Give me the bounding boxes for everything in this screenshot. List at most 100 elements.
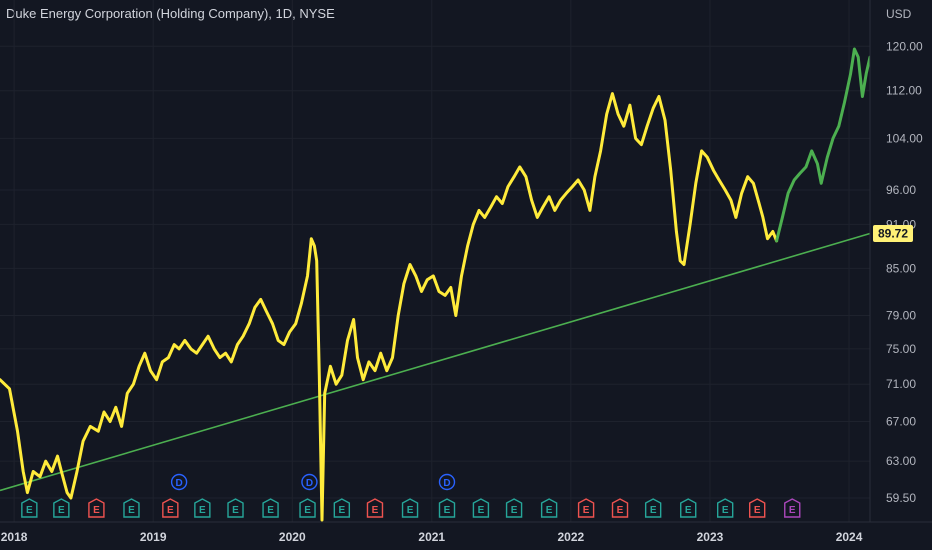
price-tick-label: 96.00 — [886, 183, 916, 197]
earnings-badge — [680, 498, 697, 518]
earnings-letter: E — [167, 505, 174, 516]
earnings-letter: E — [789, 505, 796, 516]
dividend-badge — [438, 473, 456, 491]
trendline[interactable] — [0, 232, 871, 492]
earnings-marker[interactable]: E — [262, 498, 279, 518]
earnings-marker[interactable]: E — [123, 498, 140, 518]
earnings-marker[interactable]: E — [21, 498, 38, 518]
earnings-badge — [472, 498, 490, 518]
earnings-badge — [784, 498, 801, 518]
price-tick-label: 104.00 — [886, 131, 923, 145]
earnings-marker[interactable]: E — [680, 498, 697, 518]
earnings-letter: E — [93, 505, 100, 516]
earnings-badge — [401, 498, 419, 518]
earnings-marker[interactable]: E — [88, 498, 105, 518]
earnings-letter: E — [407, 505, 414, 516]
earnings-marker[interactable]: E — [194, 498, 211, 518]
price-tick-label: 75.00 — [886, 342, 916, 356]
dividend-marker[interactable]: D — [170, 473, 188, 491]
earnings-badge — [716, 498, 734, 518]
earnings-badge — [21, 498, 38, 518]
earnings-letter: E — [617, 505, 624, 516]
earnings-badge — [366, 498, 384, 518]
price-tick-label: 59.50 — [886, 491, 916, 505]
earnings-badge — [333, 498, 351, 518]
earnings-marker[interactable]: E — [401, 498, 419, 518]
earnings-marker[interactable]: E — [333, 498, 351, 518]
earnings-badge — [262, 498, 279, 518]
earnings-marker[interactable]: E — [611, 498, 629, 518]
earnings-marker[interactable]: E — [299, 498, 316, 518]
earnings-badge — [749, 498, 766, 518]
earnings-marker[interactable]: E — [366, 498, 384, 518]
dividend-letter: D — [306, 478, 313, 489]
earnings-letter: E — [372, 505, 379, 516]
earnings-letter: E — [511, 505, 518, 516]
price-tick-label: 67.00 — [886, 415, 916, 429]
earnings-letter: E — [546, 505, 553, 516]
earnings-badge — [577, 498, 595, 518]
time-tick-label: 2023 — [697, 530, 724, 544]
price-tick-label: 71.00 — [886, 377, 916, 391]
current-price-label: 89.72 — [878, 227, 908, 241]
dividend-marker[interactable]: D — [438, 473, 456, 491]
earnings-letter: E — [583, 505, 590, 516]
earnings-badge — [194, 498, 211, 518]
time-tick-label: 2024 — [836, 530, 863, 544]
price-axis[interactable]: 120.00112.00104.0096.0091.0085.0079.0075… — [886, 39, 923, 505]
earnings-letter: E — [128, 505, 135, 516]
earnings-letter: E — [650, 505, 657, 516]
earnings-badge — [227, 498, 244, 518]
price-tick-label: 120.00 — [886, 39, 923, 53]
earnings-badge — [644, 498, 662, 518]
current-price-tag: 89.72 — [873, 225, 913, 243]
current-price-badge — [873, 225, 913, 243]
earnings-letter: E — [444, 505, 451, 516]
earnings-marker[interactable]: E — [716, 498, 734, 518]
price-tick-label: 112.00 — [886, 84, 922, 98]
earnings-marker[interactable]: E — [438, 498, 456, 518]
price-series — [0, 47, 872, 522]
earnings-marker[interactable]: E — [53, 498, 70, 518]
earnings-badge — [438, 498, 456, 518]
time-axis[interactable]: 2018 2019 2020 2021 2022 2023 2024 — [1, 530, 863, 544]
earnings-letter: E — [478, 505, 485, 516]
earnings-letter: E — [338, 505, 345, 516]
currency-label: USD — [886, 7, 912, 21]
dividend-badge — [170, 473, 188, 491]
earnings-marker[interactable]: E — [749, 498, 766, 518]
earnings-letter: E — [754, 505, 761, 516]
earnings-letter: E — [199, 505, 206, 516]
earnings-letter: E — [685, 505, 692, 516]
price-line-0 — [0, 92, 779, 522]
time-tick-label: 2018 — [1, 530, 28, 544]
earnings-letter: E — [232, 505, 239, 516]
grid — [0, 0, 870, 522]
earnings-marker[interactable]: E — [784, 498, 801, 518]
chart-title: Duke Energy Corporation (Holding Company… — [6, 6, 335, 21]
earnings-marker[interactable]: E — [540, 498, 558, 518]
dividend-letter: D — [443, 478, 450, 489]
earnings-letter: E — [304, 505, 311, 516]
earnings-badge — [540, 498, 558, 518]
earnings-letter: E — [267, 505, 274, 516]
earnings-marker[interactable]: E — [162, 498, 179, 518]
price-tick-label: 79.00 — [886, 308, 916, 322]
support-trendline[interactable] — [0, 232, 871, 492]
dividend-marker[interactable]: D — [301, 473, 318, 491]
earnings-marker[interactable]: E — [472, 498, 490, 518]
price-line-1 — [775, 47, 872, 243]
earnings-marker[interactable]: E — [227, 498, 244, 518]
earnings-badge — [162, 498, 179, 518]
earnings-marker[interactable]: E — [505, 498, 523, 518]
earnings-badge — [505, 498, 523, 518]
earnings-marker[interactable]: E — [577, 498, 595, 518]
price-tick-label: 85.00 — [886, 261, 916, 275]
time-tick-label: 2021 — [418, 530, 445, 544]
earnings-letter: E — [58, 505, 65, 516]
earnings-letter: E — [722, 505, 729, 516]
event-markers: E E E E E E E E E E E E E E E E E E E E E E E D D D — [21, 473, 801, 518]
earnings-marker[interactable]: E — [644, 498, 662, 518]
